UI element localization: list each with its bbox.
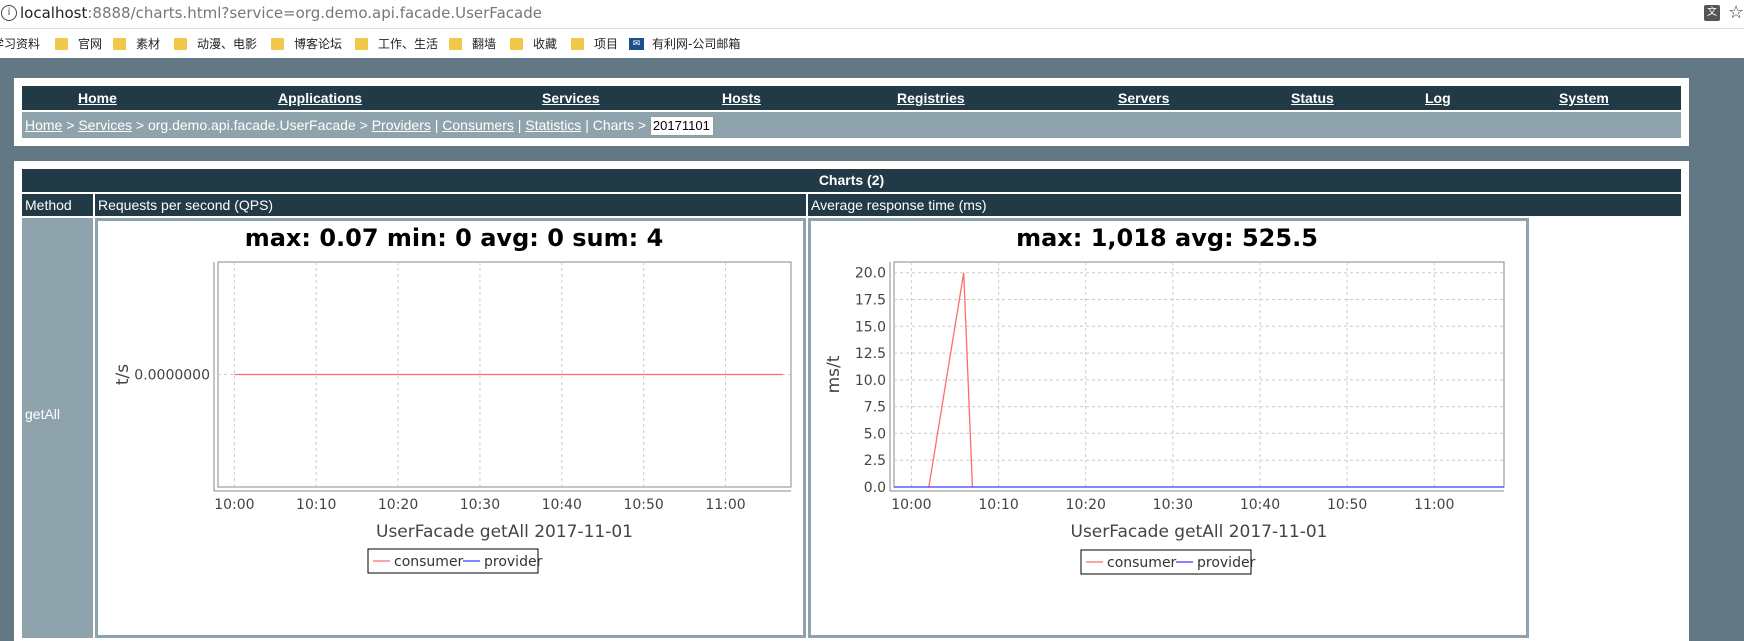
folder-icon — [355, 37, 368, 50]
menu-hosts[interactable]: Hosts — [722, 90, 761, 106]
y-tick-label: 0.0000000 — [134, 368, 210, 384]
series-consumer-line — [928, 272, 974, 488]
bookmark-blog[interactable]: 博客论坛 — [271, 35, 342, 52]
breadcrumb-services[interactable]: Services — [78, 117, 133, 133]
folder-icon — [55, 37, 68, 50]
main-menu: Home Applications Services Hosts Registr… — [22, 86, 1681, 110]
menu-applications[interactable]: Applications — [278, 90, 363, 106]
info-icon[interactable]: i — [1, 5, 17, 21]
y-tick-label: 15.0 — [855, 319, 886, 335]
legend-label-consumer: consumer — [394, 554, 464, 570]
y-tick-label: 2.5 — [864, 453, 886, 469]
y-tick-label: 0.0 — [864, 480, 886, 496]
bookmarks-bar: 学习资料 官网 素材 动漫、电影 博客论坛 工作、生活 翻墙 收藏 项目 ✉有利… — [0, 29, 1744, 58]
method-cell: getAll — [22, 218, 93, 638]
x-tick-label: 10:30 — [460, 497, 500, 513]
menu-status[interactable]: Status — [1291, 90, 1334, 106]
breadcrumb-consumers[interactable]: Consumers — [442, 117, 514, 133]
y-tick-label: 17.5 — [855, 293, 886, 309]
bookmark-project[interactable]: 项目 — [571, 35, 618, 52]
menu-services[interactable]: Services — [542, 90, 600, 106]
x-tick-label: 10:40 — [1240, 497, 1280, 513]
menu-servers[interactable]: Servers — [1118, 90, 1170, 106]
legend-label-provider: provider — [1197, 555, 1256, 571]
folder-icon — [271, 37, 284, 50]
legend-box — [1080, 549, 1252, 575]
charts-panel: Charts (2) Method Requests per second (Q… — [14, 161, 1689, 641]
folder-icon — [174, 37, 187, 50]
bookmark-material[interactable]: 素材 — [113, 35, 160, 52]
response-time-chart-cell: max: 1,018 avg: 525.5 10:00 10:10 10:20 10:3… — [808, 218, 1529, 638]
legend-box — [367, 548, 539, 574]
folder-icon — [113, 37, 126, 50]
bookmark-official[interactable]: 官网 — [55, 35, 102, 52]
menu-home[interactable]: Home — [78, 90, 117, 106]
x-tick-label: 10:30 — [1153, 497, 1193, 513]
folder-icon — [449, 37, 462, 50]
menu-system[interactable]: System — [1559, 90, 1609, 106]
chart-title: max: 0.07 min: 0 avg: 0 sum: 4 — [245, 224, 664, 252]
x-tick-label: 11:00 — [1414, 497, 1454, 513]
header-method: Method — [22, 194, 93, 216]
method-name: getAll — [25, 406, 61, 422]
folder-icon — [571, 37, 584, 50]
y-tick-label: 7.5 — [864, 400, 886, 416]
header-response-time: Average response time (ms) — [808, 194, 1681, 216]
bookmark-work[interactable]: 工作、生活 — [355, 35, 438, 52]
y-tick-label: 20.0 — [855, 266, 886, 282]
bookmark-collection[interactable]: 收藏 — [510, 35, 557, 52]
x-tick-label: 10:50 — [1327, 497, 1367, 513]
header-qps: Requests per second (QPS) — [95, 194, 806, 216]
bookmark-anime[interactable]: 动漫、电影 — [174, 35, 257, 52]
plot-area — [893, 261, 1505, 488]
nav-panel: Home Applications Services Hosts Registr… — [14, 78, 1689, 146]
breadcrumb-statistics[interactable]: Statistics — [525, 117, 582, 133]
breadcrumb-home[interactable]: Home — [25, 117, 63, 133]
x-axis-label: UserFacade getAll 2017-11-01 — [1071, 522, 1328, 542]
x-axis-label: UserFacade getAll 2017-11-01 — [376, 522, 633, 542]
y-tick-label: 10.0 — [855, 373, 886, 389]
bookmark-vpn[interactable]: 翻墙 — [449, 35, 496, 52]
address-bar[interactable]: i localhost:8888/charts.html?service=org… — [0, 0, 1744, 29]
mail-icon: ✉ — [629, 37, 644, 50]
charts-table-title: Charts (2) — [22, 169, 1681, 192]
qps-chart-cell: max: 0.07 min: 0 avg: 0 sum: 4 10:00 10:10… — [95, 218, 806, 638]
breadcrumb: Home > Services > org.demo.api.facade.Us… — [22, 112, 1681, 138]
translate-icon[interactable]: 文 — [1704, 5, 1720, 21]
breadcrumb-providers[interactable]: Providers — [371, 117, 431, 133]
folder-icon — [510, 37, 523, 50]
bookmark-mail[interactable]: ✉ 有利网-公司邮箱 — [629, 35, 740, 52]
bookmark-star-icon[interactable]: ☆ — [1728, 2, 1744, 23]
y-tick-label: 5.0 — [864, 426, 886, 442]
y-axis-label: ms/t — [824, 355, 844, 393]
qps-chart: max: 0.07 min: 0 avg: 0 sum: 4 10:00 10:10… — [113, 224, 792, 574]
legend-label-consumer: consumer — [1107, 555, 1177, 571]
x-tick-label: 10:10 — [296, 497, 336, 513]
x-tick-label: 10:20 — [1066, 497, 1106, 513]
x-tick-label: 11:00 — [705, 497, 745, 513]
x-tick-label: 10:50 — [623, 497, 663, 513]
chart-title: max: 1,018 avg: 525.5 — [1016, 224, 1318, 252]
response-time-chart: max: 1,018 avg: 525.5 10:00 10:10 10:20 10:3… — [824, 224, 1505, 575]
x-tick-label: 10:10 — [978, 497, 1018, 513]
menu-registries[interactable]: Registries — [897, 90, 965, 106]
legend-label-provider: provider — [484, 554, 543, 570]
menu-log[interactable]: Log — [1425, 90, 1451, 106]
x-tick-label: 10:00 — [891, 497, 931, 513]
date-input[interactable]: 20171101 — [649, 116, 714, 137]
y-axis-label: t/s — [113, 364, 133, 385]
bookmark-study[interactable]: 学习资料 — [0, 37, 41, 51]
x-tick-label: 10:00 — [214, 497, 254, 513]
x-tick-label: 10:20 — [378, 497, 418, 513]
x-tick-label: 10:40 — [542, 497, 582, 513]
y-tick-label: 12.5 — [855, 346, 886, 362]
url-text[interactable]: localhost:8888/charts.html?service=org.d… — [20, 4, 542, 22]
